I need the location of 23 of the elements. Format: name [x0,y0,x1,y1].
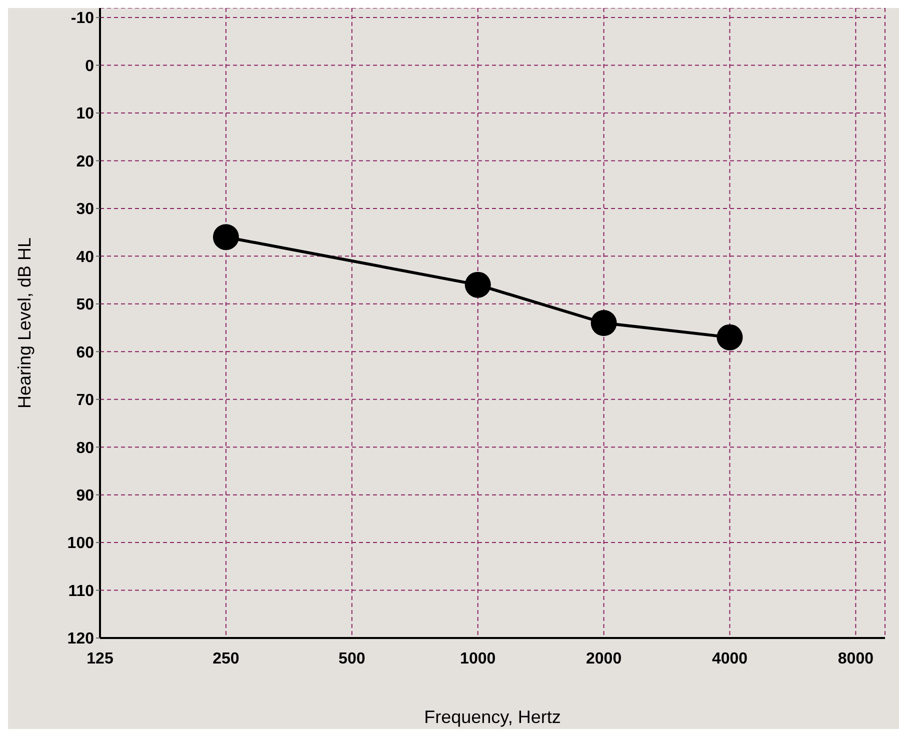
y-tick-label: 30 [76,201,94,218]
y-tick-label: 20 [76,153,94,170]
x-tick-label: 4000 [712,650,748,668]
x-tick-label: 125 [86,650,114,668]
y-tick-label: 90 [76,488,94,504]
y-tick-label: 120 [67,630,94,648]
x-tick-label: 1000 [460,650,496,668]
y-axis-title: Hearing Level, dB HL [14,237,34,409]
y-tick-label: 10 [76,106,94,123]
y-tick-label: 70 [76,392,94,410]
y-tick-label: 50 [76,296,94,314]
x-tick-label: 250 [212,650,240,668]
x-tick-label: 8000 [838,650,874,668]
y-tick-label: 80 [76,440,94,457]
y-tick-label: 40 [76,248,94,266]
y-tick-label: -10 [70,10,94,28]
y-tick-label: 110 [68,582,94,600]
y-tick-label: 60 [76,344,94,362]
x-axis-title: Frequency, Hertz [424,707,561,727]
y-tick-label: 100 [67,535,94,552]
y-tick-label: 0 [85,58,94,75]
x-tick-label: 2000 [586,650,622,668]
x-tick-label: 500 [338,650,366,668]
